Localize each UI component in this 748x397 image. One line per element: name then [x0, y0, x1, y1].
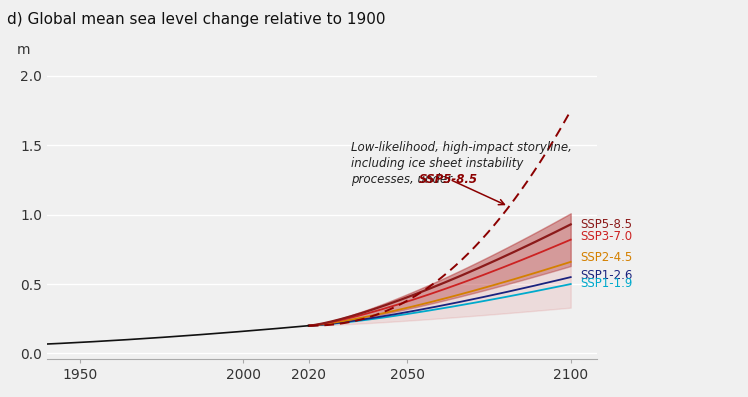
Text: m: m	[16, 43, 30, 58]
Text: SSP5-8.5: SSP5-8.5	[580, 218, 633, 231]
Text: SSP5-8.5: SSP5-8.5	[418, 173, 477, 185]
Text: d) Global mean sea level change relative to 1900: d) Global mean sea level change relative…	[7, 12, 386, 27]
Text: Low-likelihood, high-impact storyline,: Low-likelihood, high-impact storyline,	[352, 141, 572, 154]
Text: SSP1-2.6: SSP1-2.6	[580, 269, 633, 282]
Text: processes, under: processes, under	[352, 173, 456, 185]
Text: SSP3-7.0: SSP3-7.0	[580, 230, 633, 243]
Text: including ice sheet instability: including ice sheet instability	[352, 156, 524, 170]
Text: SSP1-1.9: SSP1-1.9	[580, 277, 633, 290]
Text: SSP2-4.5: SSP2-4.5	[580, 251, 633, 264]
